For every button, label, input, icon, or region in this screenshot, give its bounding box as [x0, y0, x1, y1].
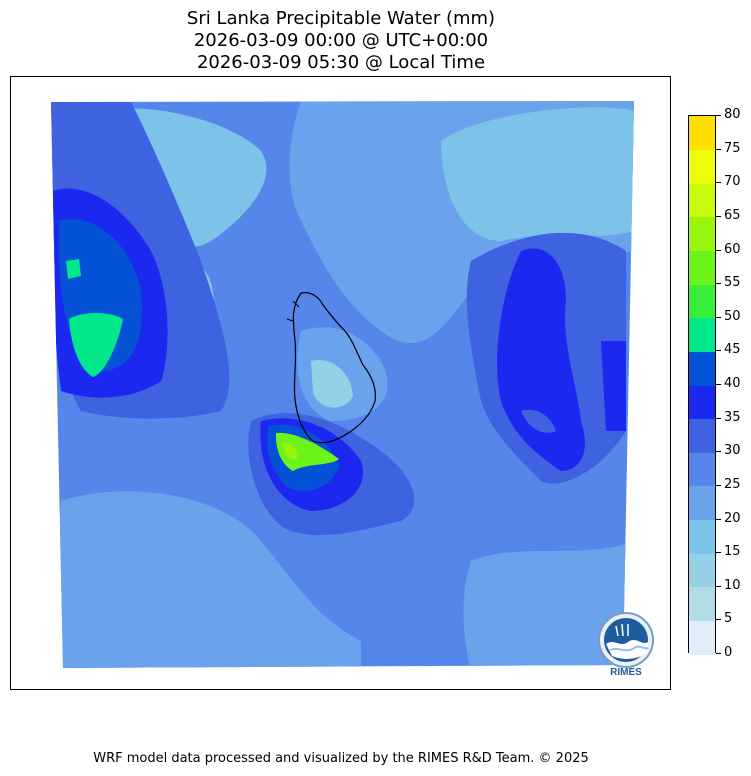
colorbar-tick-label: 70 — [724, 174, 741, 189]
colorbar-tick-label: 25 — [724, 477, 741, 492]
colorbar-tick — [716, 653, 721, 654]
colorbar-segment — [689, 385, 715, 420]
colorbar-tick — [716, 519, 721, 520]
field-55-60-south — [275, 432, 339, 471]
sri-lanka-coastline — [292, 292, 376, 444]
field-35-40-east — [497, 248, 585, 471]
colorbar-segment — [689, 586, 715, 621]
colorbar-tick-label: 65 — [724, 208, 741, 223]
colorbar-segment — [689, 519, 715, 554]
colorbar-tick — [716, 552, 721, 553]
title-line-3: 2026-03-09 05:30 @ Local Time — [196, 52, 486, 73]
colorbar-tick-label: 15 — [724, 544, 741, 559]
colorbar-tick-label: 55 — [724, 275, 741, 290]
colorbar-segment — [689, 250, 715, 285]
field-10-15-island — [311, 360, 353, 408]
colorbar-tick — [716, 317, 721, 318]
colorbar-tick-label: 5 — [724, 611, 733, 626]
colorbar-segment — [689, 452, 715, 487]
colorbar-tick — [716, 350, 721, 351]
colorbar-tick — [716, 451, 721, 452]
colorbar-tick-label: 0 — [724, 645, 733, 660]
jaffna-islands — [286, 300, 300, 322]
colorbar-tick — [716, 283, 721, 284]
colorbar-tick — [716, 586, 721, 587]
colorbar-tick-label: 30 — [724, 443, 741, 458]
colorbar-segment — [689, 284, 715, 319]
colorbar-tick-label: 50 — [724, 309, 741, 324]
rimes-logo-icon: RIMES — [596, 608, 658, 678]
colorbar-tick — [716, 250, 721, 251]
colorbar-tick-label: 80 — [724, 107, 741, 122]
colorbar-tick — [716, 619, 721, 620]
colorbar-tick-label: 40 — [724, 376, 741, 391]
colorbar-tick — [716, 216, 721, 217]
colorbar-tick — [716, 115, 721, 116]
logo-text: RIMES — [610, 667, 642, 678]
colorbar-tick-label: 45 — [724, 342, 741, 357]
colorbar-segment — [689, 183, 715, 218]
field-60-65-core — [283, 442, 298, 460]
title-line-2: 2026-03-09 00:00 @ UTC+00:00 — [193, 30, 489, 51]
colorbar-tick — [716, 384, 721, 385]
title-line-1: Sri Lanka Precipitable Water (mm) — [186, 8, 496, 29]
map-frame — [10, 76, 671, 690]
map-title: Sri Lanka Precipitable Water (mm) 2026-0… — [0, 8, 682, 74]
field-30-35-eastpatch — [521, 409, 556, 433]
colorbar-segment — [689, 553, 715, 588]
colorbar-tick-label: 10 — [724, 578, 741, 593]
field-15-20-northeast — [441, 107, 634, 241]
field-20-25-southwest — [51, 491, 361, 668]
field-20-25-southeast — [463, 541, 634, 668]
colorbar-tick-label: 75 — [724, 141, 741, 156]
colorbar-tick — [716, 418, 721, 419]
colorbar — [688, 115, 716, 655]
precipitable-water-map — [51, 101, 634, 668]
colorbar-tick-label: 20 — [724, 511, 741, 526]
colorbar-segment — [689, 418, 715, 453]
colorbar-tick-label: 60 — [724, 242, 741, 257]
colorbar-segment — [689, 351, 715, 386]
field-45-50-west — [69, 313, 123, 377]
field-45-50-spot — [66, 259, 81, 279]
colorbar-segment — [689, 149, 715, 184]
colorbar-segment — [689, 485, 715, 520]
field-35-40-edge — [601, 341, 626, 431]
colorbar-tick — [716, 182, 721, 183]
colorbar-tick-label: 35 — [724, 410, 741, 425]
colorbar-tick — [716, 485, 721, 486]
colorbar-segment — [689, 620, 715, 655]
colorbar-segment — [689, 216, 715, 251]
footer-credit: WRF model data processed and visualized … — [93, 751, 589, 766]
colorbar-segment — [689, 317, 715, 352]
colorbar-tick — [716, 149, 721, 150]
colorbar-segment — [689, 116, 715, 151]
